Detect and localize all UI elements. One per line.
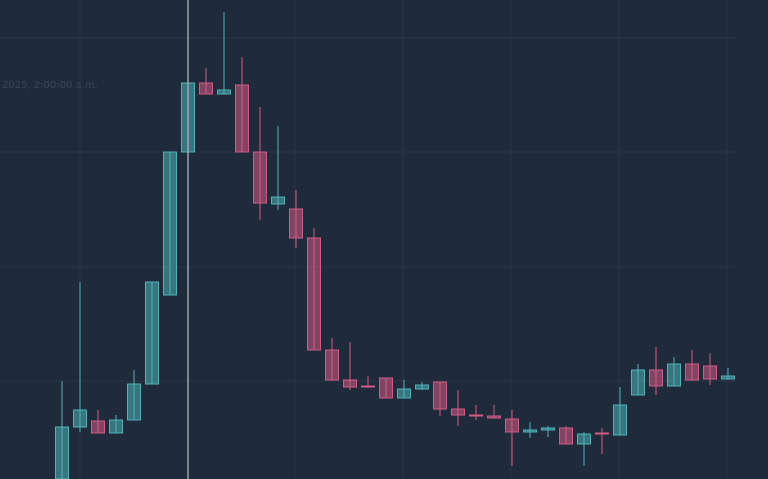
legend-text: 2025, 2:00:00 a.m. [2, 80, 98, 91]
candle [163, 151, 177, 296]
candle-body [451, 408, 465, 416]
candle-body [613, 404, 627, 436]
candle-body [397, 388, 411, 399]
candle [73, 282, 87, 432]
candle-body [109, 419, 123, 434]
candle-body [559, 427, 573, 445]
candle-body [433, 381, 447, 410]
candle-body [505, 418, 519, 433]
candle-body [649, 369, 663, 387]
candle [361, 376, 375, 388]
candle [109, 415, 123, 434]
candle-body [721, 375, 735, 380]
candle [145, 281, 159, 385]
candle [505, 410, 519, 466]
candle [631, 364, 645, 396]
candle-body [487, 415, 501, 419]
candle [685, 350, 699, 381]
candle [433, 381, 447, 416]
candle [595, 428, 609, 454]
candle [415, 382, 429, 390]
candle-body [595, 432, 609, 435]
candle [91, 410, 105, 434]
candle [307, 228, 321, 351]
candle [199, 68, 213, 95]
candle [271, 126, 285, 210]
candle [559, 426, 573, 445]
candle-body [217, 89, 231, 95]
candle-body [577, 433, 591, 445]
candle [721, 368, 735, 380]
candle-body [235, 84, 249, 153]
candle-body [415, 384, 429, 390]
candle [343, 342, 357, 390]
candle [541, 426, 555, 437]
candle-body [91, 420, 105, 434]
candle-body [541, 427, 555, 431]
candle-body [523, 429, 537, 433]
candle-body [55, 426, 69, 479]
candle-body [631, 369, 645, 396]
candle [487, 405, 501, 419]
candle [469, 405, 483, 420]
candle [253, 107, 267, 220]
candle-body [253, 151, 267, 204]
candle [397, 380, 411, 399]
candle-body [127, 383, 141, 421]
candle-body [343, 379, 357, 388]
candle [55, 381, 69, 479]
candle [523, 422, 537, 438]
candle [451, 390, 465, 426]
candle [235, 57, 249, 153]
candle [613, 387, 627, 436]
candle-body [163, 151, 177, 296]
candle-body [379, 377, 393, 399]
candle [379, 377, 393, 399]
candle-body [703, 365, 717, 380]
candle-body [145, 281, 159, 385]
candle [289, 190, 303, 248]
candle-body [289, 208, 303, 239]
candle [577, 432, 591, 466]
candle-body [667, 363, 681, 387]
candle [127, 370, 141, 421]
candle-body [73, 409, 87, 428]
candle [217, 12, 231, 95]
candle [667, 357, 681, 387]
grid [0, 0, 736, 479]
candle [703, 353, 717, 385]
candle-body [199, 82, 213, 95]
candle-body [307, 237, 321, 351]
candle-body [325, 349, 339, 381]
candle-body [685, 363, 699, 381]
candle [325, 338, 339, 381]
candle-body [469, 414, 483, 417]
candle-body [361, 385, 375, 388]
candle-body [271, 196, 285, 205]
candle [649, 347, 663, 395]
